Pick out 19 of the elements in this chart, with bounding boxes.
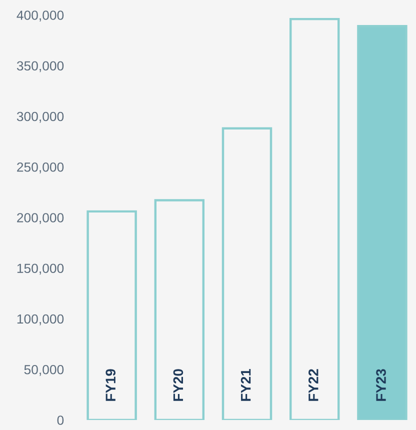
- bar: [289, 18, 340, 420]
- y-tick-label: 100,000: [17, 314, 64, 326]
- y-tick-label: 400,000: [16, 10, 64, 22]
- y-tick-label: 150,000: [17, 264, 64, 275]
- y-tick-label: 300,000: [16, 112, 64, 123]
- y-tick-label: 200,000: [17, 213, 64, 224]
- y-tick-label: 50,000: [24, 364, 64, 376]
- x-tick-label: FY20: [173, 369, 184, 401]
- bar: [222, 127, 272, 420]
- bar: [154, 199, 205, 420]
- bar: [86, 210, 137, 420]
- x-tick-label: FY22: [308, 369, 318, 401]
- y-tick-label: 0: [57, 416, 64, 425]
- x-tick-label: FY23: [376, 369, 386, 401]
- x-tick-label: FY21: [240, 368, 251, 401]
- y-tick-label: 350,000: [16, 61, 64, 72]
- y-tick-label: 250,000: [17, 162, 64, 174]
- bar: [357, 25, 408, 420]
- x-tick-label: FY19: [106, 369, 116, 401]
